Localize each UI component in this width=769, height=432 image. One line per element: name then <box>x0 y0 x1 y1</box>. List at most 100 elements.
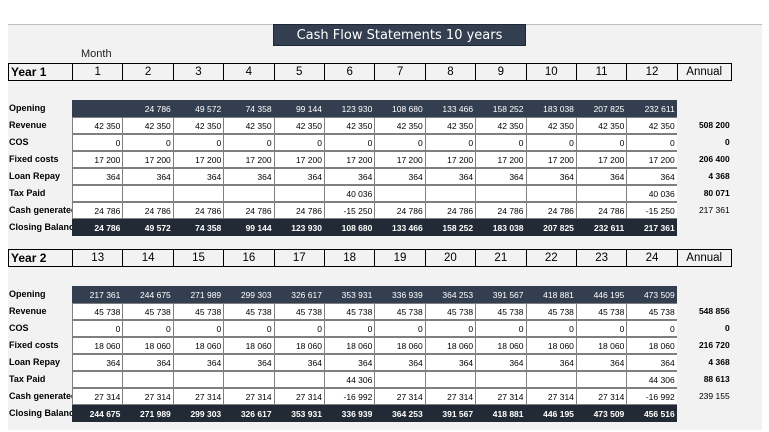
closing-cell[interactable]: 364 253 <box>374 405 425 422</box>
cos-cell[interactable]: 0 <box>424 134 476 151</box>
loan-cell[interactable]: 364 <box>273 168 324 185</box>
cash-cell[interactable]: 24 786 <box>374 202 425 219</box>
closing-cell[interactable]: 473 509 <box>575 405 627 422</box>
tax-cell[interactable]: 44 306 <box>323 371 375 388</box>
closing-cell[interactable]: 74 358 <box>172 219 224 236</box>
tax-cell[interactable] <box>374 371 425 388</box>
opening-annual-total[interactable] <box>677 286 732 303</box>
month-number-cell[interactable]: 12 <box>626 63 677 81</box>
revenue-annual-total[interactable]: 508 200 <box>698 120 730 130</box>
loan-cell[interactable]: 364 <box>626 168 677 185</box>
month-number-cell[interactable]: 23 <box>575 249 627 267</box>
fixed-cell[interactable]: 17 200 <box>626 151 677 168</box>
fixed-cell[interactable]: 18 060 <box>122 337 173 354</box>
revenue-cell[interactable]: 42 350 <box>575 117 627 134</box>
closing-cell[interactable]: 418 881 <box>475 405 526 422</box>
month-number-cell[interactable]: 7 <box>374 63 425 81</box>
tax-annual-total[interactable]: 80 071 <box>703 188 730 198</box>
closing-annual-total[interactable] <box>677 219 732 236</box>
month-number-cell[interactable]: 13 <box>72 249 123 267</box>
cash-cell[interactable]: -16 992 <box>323 388 375 405</box>
tax-cell[interactable] <box>374 185 425 202</box>
cash-cell[interactable]: 27 314 <box>122 388 173 405</box>
month-number-cell[interactable]: 6 <box>323 63 375 81</box>
month-number-cell[interactable]: 10 <box>525 63 576 81</box>
opening-cell[interactable]: 299 303 <box>223 286 274 303</box>
cos-cell[interactable]: 0 <box>223 320 274 337</box>
closing-cell[interactable]: 456 516 <box>626 405 677 422</box>
revenue-cell[interactable]: 45 738 <box>323 303 375 320</box>
loan-cell[interactable]: 364 <box>172 354 224 371</box>
closing-cell[interactable]: 123 930 <box>273 219 324 236</box>
annual-header-cell[interactable]: Annual <box>676 63 732 81</box>
month-number-cell[interactable]: 11 <box>575 63 627 81</box>
cos-annual-total[interactable]: 0 <box>724 137 730 147</box>
month-number-cell[interactable]: 20 <box>424 249 476 267</box>
cash-cell[interactable]: -15 250 <box>323 202 375 219</box>
cos-cell[interactable]: 0 <box>172 320 224 337</box>
cash-cell[interactable]: 24 786 <box>172 202 224 219</box>
cash-cell[interactable]: 27 314 <box>172 388 224 405</box>
cash-cell[interactable]: 27 314 <box>475 388 526 405</box>
fixed-annual-total[interactable]: 216 720 <box>698 340 730 350</box>
opening-cell[interactable]: 207 825 <box>575 100 627 117</box>
fixed-cell[interactable]: 17 200 <box>424 151 476 168</box>
opening-cell[interactable]: 446 195 <box>575 286 627 303</box>
fixed-annual-total[interactable]: 206 400 <box>698 154 730 164</box>
tax-cell[interactable] <box>575 185 627 202</box>
cos-cell[interactable]: 0 <box>323 320 375 337</box>
revenue-cell[interactable]: 42 350 <box>172 117 224 134</box>
cash-cell[interactable]: -16 992 <box>626 388 677 405</box>
cos-cell[interactable]: 0 <box>223 134 274 151</box>
loan-cell[interactable]: 364 <box>273 354 324 371</box>
closing-cell[interactable]: 99 144 <box>223 219 274 236</box>
closing-cell[interactable]: 49 572 <box>122 219 173 236</box>
cos-cell[interactable]: 0 <box>273 134 324 151</box>
closing-cell[interactable]: 108 680 <box>323 219 375 236</box>
fixed-cell[interactable]: 17 200 <box>72 151 123 168</box>
tax-cell[interactable] <box>273 371 324 388</box>
opening-cell[interactable]: 418 881 <box>525 286 576 303</box>
cos-cell[interactable]: 0 <box>374 134 425 151</box>
month-number-cell[interactable]: 5 <box>273 63 324 81</box>
opening-cell[interactable]: 133 466 <box>424 100 476 117</box>
cos-cell[interactable]: 0 <box>575 320 627 337</box>
loan-cell[interactable]: 364 <box>323 168 375 185</box>
revenue-cell[interactable]: 45 738 <box>72 303 123 320</box>
opening-cell[interactable]: 99 144 <box>273 100 324 117</box>
opening-cell[interactable]: 108 680 <box>374 100 425 117</box>
cos-cell[interactable]: 0 <box>525 134 576 151</box>
revenue-cell[interactable]: 42 350 <box>525 117 576 134</box>
fixed-cell[interactable]: 17 200 <box>475 151 526 168</box>
revenue-cell[interactable]: 45 738 <box>273 303 324 320</box>
month-number-cell[interactable]: 16 <box>223 249 274 267</box>
cos-cell[interactable]: 0 <box>626 134 677 151</box>
closing-cell[interactable]: 24 786 <box>72 219 123 236</box>
opening-cell[interactable]: 232 611 <box>626 100 677 117</box>
tax-cell[interactable]: 40 036 <box>323 185 375 202</box>
closing-cell[interactable]: 244 675 <box>72 405 123 422</box>
cash-cell[interactable]: 24 786 <box>223 202 274 219</box>
fixed-cell[interactable]: 18 060 <box>323 337 375 354</box>
revenue-cell[interactable]: 42 350 <box>323 117 375 134</box>
revenue-cell[interactable]: 42 350 <box>626 117 677 134</box>
loan-cell[interactable]: 364 <box>374 354 425 371</box>
tax-cell[interactable] <box>122 185 173 202</box>
month-number-cell[interactable]: 4 <box>223 63 274 81</box>
fixed-cell[interactable]: 18 060 <box>424 337 476 354</box>
cos-cell[interactable]: 0 <box>374 320 425 337</box>
closing-cell[interactable]: 299 303 <box>172 405 224 422</box>
tax-cell[interactable] <box>172 371 224 388</box>
fixed-cell[interactable]: 17 200 <box>122 151 173 168</box>
tax-cell[interactable] <box>525 185 576 202</box>
closing-cell[interactable]: 391 567 <box>424 405 476 422</box>
closing-cell[interactable]: 217 361 <box>626 219 677 236</box>
opening-cell[interactable]: 336 939 <box>374 286 425 303</box>
cash-cell[interactable]: 24 786 <box>475 202 526 219</box>
fixed-cell[interactable]: 17 200 <box>525 151 576 168</box>
cos-cell[interactable]: 0 <box>475 320 526 337</box>
month-number-cell[interactable]: 19 <box>374 249 425 267</box>
revenue-cell[interactable]: 42 350 <box>223 117 274 134</box>
cash-annual-total[interactable]: 217 361 <box>698 205 730 215</box>
tax-cell[interactable] <box>525 371 576 388</box>
